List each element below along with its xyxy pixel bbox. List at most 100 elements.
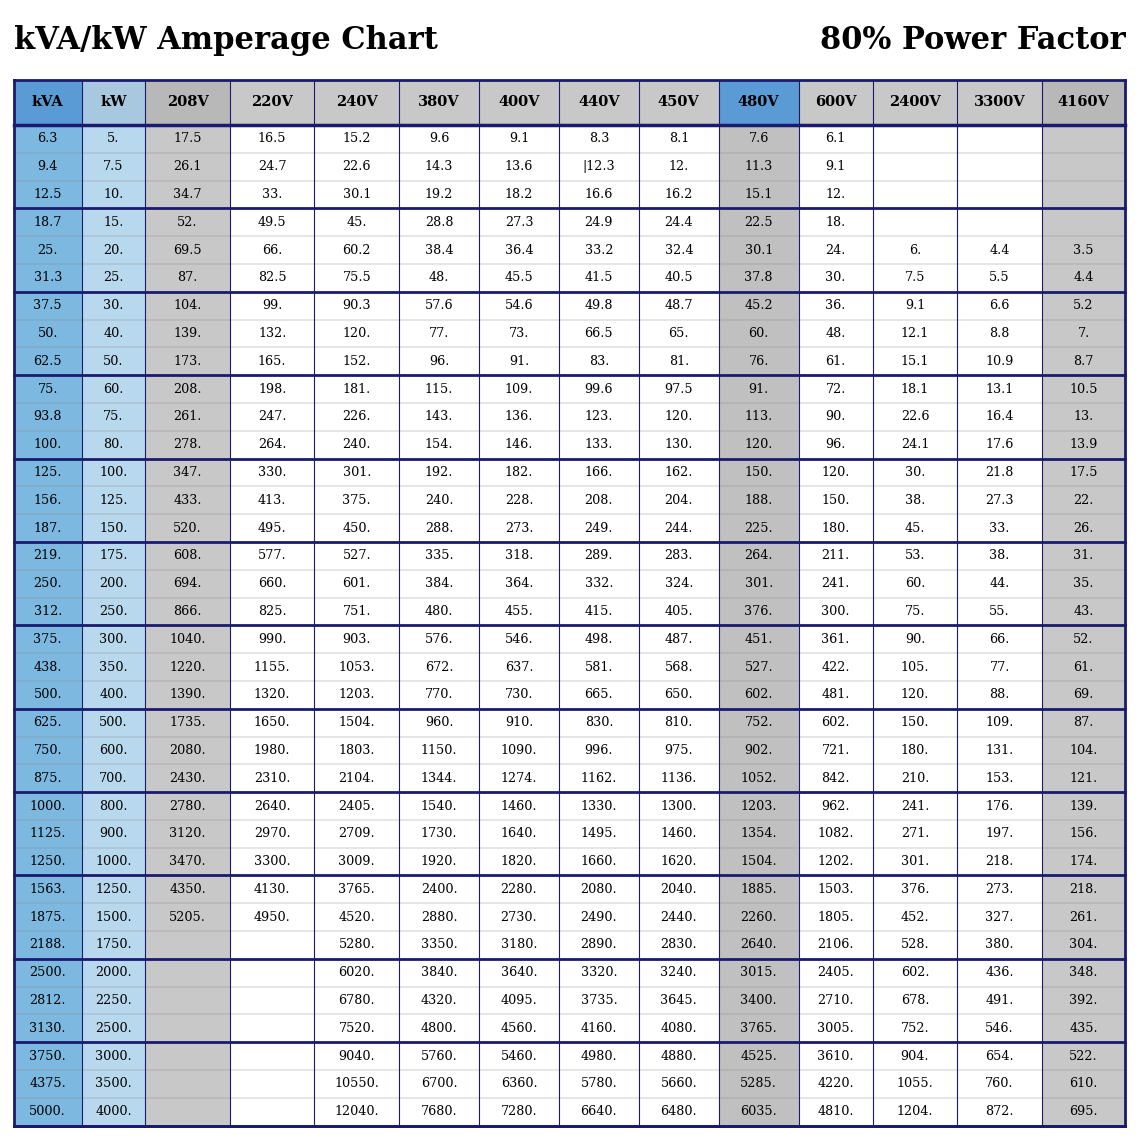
Text: 247.: 247.: [257, 410, 286, 423]
Text: 121.: 121.: [1070, 772, 1098, 785]
Text: 602.: 602.: [745, 688, 773, 702]
Text: 120.: 120.: [745, 438, 773, 451]
Text: 481.: 481.: [821, 688, 850, 702]
Text: 5.2: 5.2: [1073, 299, 1093, 313]
Text: 22.6: 22.6: [901, 410, 929, 423]
Text: 143.: 143.: [425, 410, 453, 423]
Text: 520.: 520.: [173, 522, 202, 534]
Text: 318.: 318.: [505, 549, 533, 563]
Text: 162.: 162.: [664, 466, 693, 479]
Text: 384.: 384.: [425, 578, 453, 590]
Text: 3130.: 3130.: [30, 1022, 66, 1035]
Text: 22.: 22.: [1073, 493, 1093, 507]
Text: 491.: 491.: [985, 994, 1014, 1007]
Text: 500.: 500.: [99, 716, 128, 729]
Text: 165.: 165.: [257, 355, 286, 367]
Text: 288.: 288.: [425, 522, 453, 534]
Text: 52.: 52.: [1073, 633, 1093, 646]
Text: 3120.: 3120.: [170, 828, 206, 840]
Text: 2260.: 2260.: [740, 911, 777, 923]
Text: 188.: 188.: [745, 493, 773, 507]
Text: 22.5: 22.5: [745, 216, 773, 229]
Text: 24.9: 24.9: [584, 216, 613, 229]
Text: 4980.: 4980.: [581, 1049, 617, 1063]
Text: 4950.: 4950.: [254, 911, 290, 923]
Text: 364.: 364.: [505, 578, 533, 590]
Text: 2890.: 2890.: [581, 938, 617, 952]
Text: 1136.: 1136.: [661, 772, 697, 785]
Text: 3610.: 3610.: [818, 1049, 854, 1063]
Text: 335.: 335.: [425, 549, 453, 563]
Text: 50.: 50.: [104, 355, 124, 367]
Text: 1204.: 1204.: [896, 1105, 933, 1118]
Text: 1640.: 1640.: [501, 828, 538, 840]
Text: 25.: 25.: [38, 243, 58, 257]
Text: 752.: 752.: [901, 1022, 929, 1035]
Text: 842.: 842.: [821, 772, 850, 785]
Text: 1274.: 1274.: [501, 772, 538, 785]
Text: 721.: 721.: [821, 744, 850, 757]
Text: 637.: 637.: [505, 661, 533, 673]
Text: 400.: 400.: [99, 688, 128, 702]
Text: 53.: 53.: [904, 549, 925, 563]
Text: 361.: 361.: [821, 633, 850, 646]
Text: 153.: 153.: [985, 772, 1014, 785]
Text: 100.: 100.: [99, 466, 128, 479]
Text: 433.: 433.: [173, 493, 202, 507]
Text: 480.: 480.: [425, 605, 453, 617]
Text: 1460.: 1460.: [661, 828, 697, 840]
Text: 1820.: 1820.: [501, 855, 538, 868]
Text: 5.: 5.: [107, 133, 120, 146]
Text: 4810.: 4810.: [818, 1105, 854, 1118]
Text: 33.: 33.: [262, 188, 282, 201]
Text: 87.: 87.: [178, 272, 198, 284]
Text: 1803.: 1803.: [338, 744, 375, 757]
Text: 2640.: 2640.: [254, 799, 290, 813]
Text: 900.: 900.: [99, 828, 128, 840]
Text: 7.5: 7.5: [904, 272, 925, 284]
Text: 150.: 150.: [99, 522, 128, 534]
Text: 244.: 244.: [664, 522, 693, 534]
Text: 830.: 830.: [584, 716, 613, 729]
Text: 487.: 487.: [664, 633, 693, 646]
Text: 608.: 608.: [173, 549, 202, 563]
Text: 13.: 13.: [1073, 410, 1093, 423]
Text: 152.: 152.: [343, 355, 371, 367]
Text: 30.: 30.: [904, 466, 925, 479]
Text: 200.: 200.: [99, 578, 128, 590]
Text: 4525.: 4525.: [740, 1049, 777, 1063]
Text: 810.: 810.: [664, 716, 693, 729]
Text: 113.: 113.: [745, 410, 773, 423]
Text: 452.: 452.: [901, 911, 929, 923]
Text: 208V: 208V: [166, 96, 208, 109]
Text: 72.: 72.: [826, 383, 846, 396]
Text: 105.: 105.: [901, 661, 929, 673]
Text: 1330.: 1330.: [581, 799, 617, 813]
Text: 2490.: 2490.: [581, 911, 617, 923]
Text: 136.: 136.: [505, 410, 533, 423]
Text: 5280.: 5280.: [338, 938, 375, 952]
Text: 150.: 150.: [821, 493, 850, 507]
Text: 5285.: 5285.: [740, 1078, 777, 1090]
Text: 672.: 672.: [425, 661, 453, 673]
Text: 413.: 413.: [259, 493, 286, 507]
Text: 4320.: 4320.: [420, 994, 458, 1007]
Text: 26.1: 26.1: [173, 160, 202, 173]
Text: 4520.: 4520.: [338, 911, 375, 923]
Text: 38.: 38.: [904, 493, 925, 507]
Text: 18.1: 18.1: [901, 383, 929, 396]
Text: 9.6: 9.6: [429, 133, 449, 146]
Text: 60.: 60.: [904, 578, 925, 590]
Text: 60.2: 60.2: [343, 243, 371, 257]
Text: 376.: 376.: [745, 605, 773, 617]
Text: 654.: 654.: [985, 1049, 1014, 1063]
Text: 66.: 66.: [990, 633, 1010, 646]
Text: 2440.: 2440.: [661, 911, 697, 923]
Text: 1885.: 1885.: [740, 883, 777, 896]
Text: 204.: 204.: [664, 493, 693, 507]
Text: 93.8: 93.8: [33, 410, 62, 423]
Text: 7280.: 7280.: [501, 1105, 538, 1118]
Text: 581.: 581.: [584, 661, 613, 673]
Text: 1620.: 1620.: [661, 855, 697, 868]
Text: 12.5: 12.5: [33, 188, 62, 201]
